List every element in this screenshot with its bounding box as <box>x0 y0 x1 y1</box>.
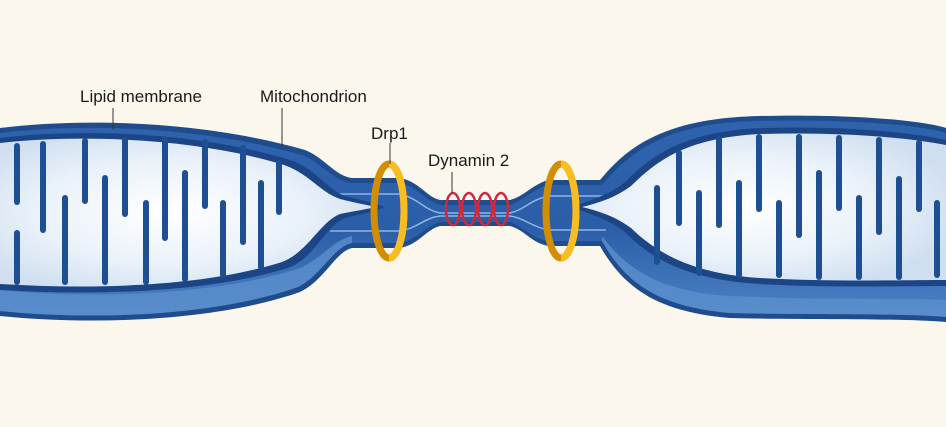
crista <box>143 200 149 285</box>
right-cristae <box>654 134 940 280</box>
crista <box>796 134 802 238</box>
crista <box>162 137 168 241</box>
crista <box>934 200 940 278</box>
drp1-ring-left <box>370 160 408 262</box>
left-cristae <box>14 137 282 285</box>
crista <box>102 175 108 285</box>
dynamin2-ring <box>444 191 462 227</box>
crista <box>816 170 822 280</box>
crista <box>82 138 88 204</box>
crista <box>776 200 782 278</box>
membrane-highlight-right <box>602 236 946 317</box>
drp1-ring-front <box>388 160 408 262</box>
crista <box>220 200 226 278</box>
crista <box>696 190 702 276</box>
crista <box>14 143 20 205</box>
dynamin2-ring <box>492 191 510 227</box>
membrane-highlight-left <box>0 236 352 316</box>
label-lipid-membrane: Lipid membrane <box>80 87 202 106</box>
right-matrix <box>572 127 946 287</box>
crista <box>40 141 46 233</box>
dynamin2-ring <box>476 191 494 227</box>
label-drp1: Drp1 <box>371 124 408 143</box>
crista <box>182 170 188 282</box>
crista <box>756 134 762 212</box>
left-matrix <box>0 133 384 293</box>
drp1-ring-right <box>542 160 580 262</box>
crista <box>896 176 902 280</box>
crista <box>676 150 682 226</box>
crista <box>916 140 922 212</box>
label-mitochondrion: Mitochondrion <box>260 87 367 106</box>
crista <box>716 136 722 228</box>
crista <box>202 139 208 209</box>
crista <box>122 137 128 217</box>
dynamin2-rings <box>444 191 510 227</box>
crista <box>654 185 660 265</box>
crista <box>856 195 862 280</box>
right-matrix-fill <box>582 133 946 281</box>
dynamin2-ring <box>460 191 478 227</box>
crista <box>240 145 246 245</box>
crista <box>62 195 68 285</box>
label-dynamin2: Dynamin 2 <box>428 151 509 170</box>
crista <box>736 180 742 278</box>
crista <box>836 135 842 211</box>
crista <box>258 180 264 270</box>
crista <box>14 230 20 285</box>
drp1-ring-front <box>560 160 580 262</box>
crista <box>876 137 882 235</box>
crista <box>276 160 282 215</box>
